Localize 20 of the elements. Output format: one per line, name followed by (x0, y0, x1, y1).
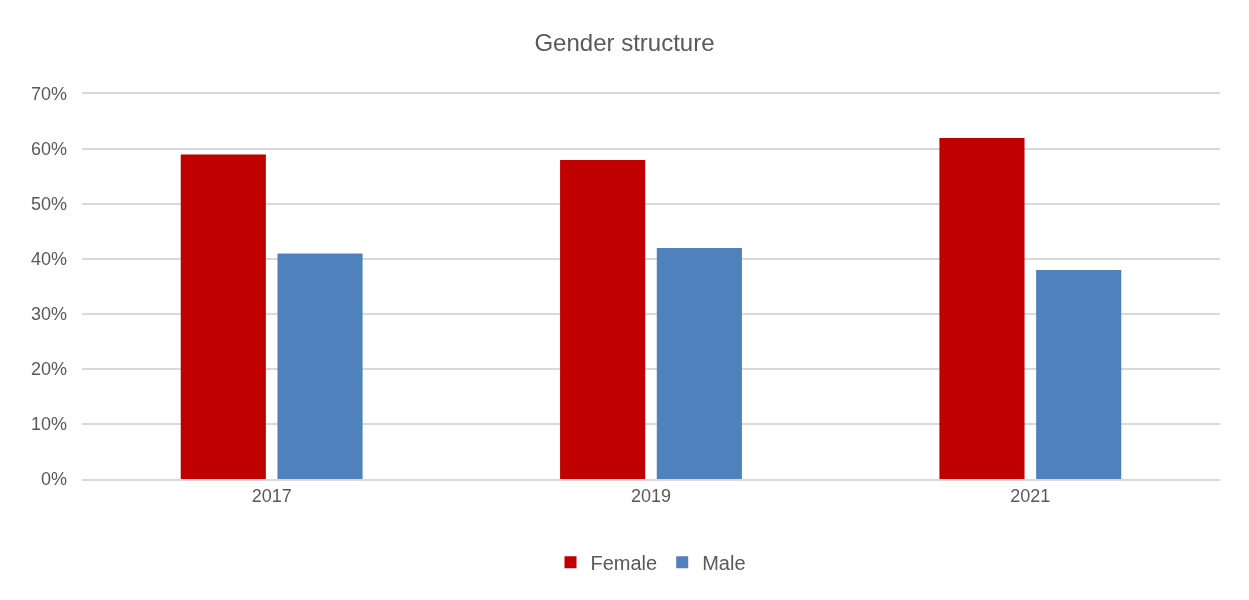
y-tick-label: 50% (30, 194, 67, 215)
bar (560, 160, 646, 479)
y-tick-label: 20% (30, 359, 67, 380)
legend-label: Male (702, 551, 746, 574)
legend-label: Female (590, 551, 658, 574)
x-tick-label: 2021 (1010, 486, 1051, 507)
x-tick-label: 2019 (630, 486, 672, 507)
bar (1036, 270, 1122, 479)
bar (939, 138, 1025, 479)
chart-title: Gender structure (534, 29, 715, 57)
y-tick-label: 0% (40, 469, 67, 490)
y-tick-label: 10% (30, 414, 67, 435)
x-tick-label: 2017 (251, 486, 292, 507)
y-tick-label: 60% (30, 139, 67, 160)
bar (180, 154, 266, 479)
bar (656, 248, 742, 479)
y-tick-label: 70% (30, 84, 67, 105)
bar (277, 253, 363, 479)
y-tick-label: 30% (30, 304, 67, 325)
y-tick-label: 40% (30, 249, 67, 270)
